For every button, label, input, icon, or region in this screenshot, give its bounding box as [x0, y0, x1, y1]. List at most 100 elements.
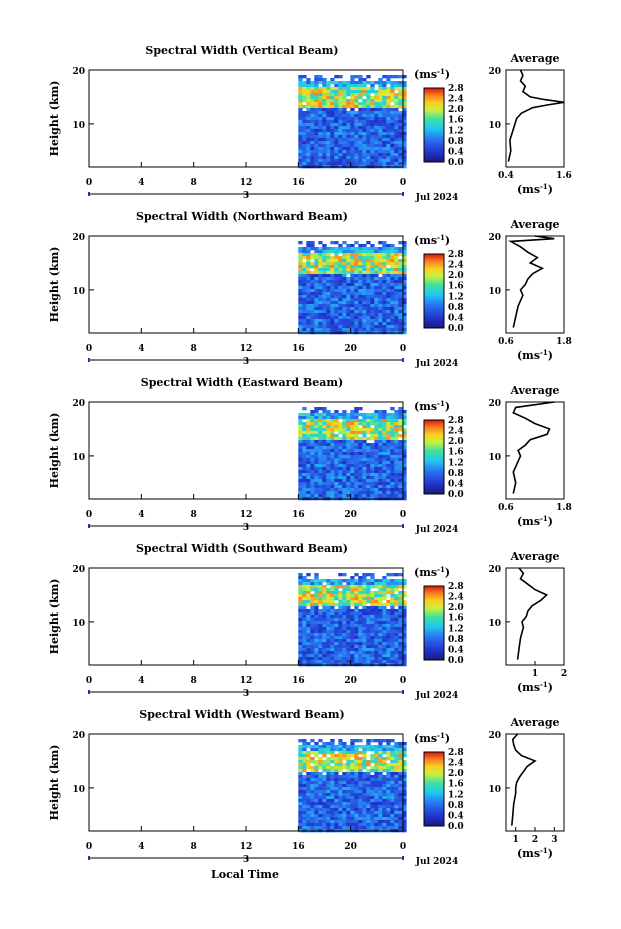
- average-x-tick-label: 3: [551, 835, 557, 845]
- heatmap-cell: [298, 241, 303, 245]
- heatmap-cell: [402, 247, 407, 251]
- heatmap-cell: [330, 159, 335, 163]
- heatmap-cell: [338, 247, 343, 251]
- heatmap-cell: [386, 138, 391, 142]
- heatmap-cell: [374, 81, 379, 85]
- heatmap-cell: [338, 440, 343, 444]
- heatmap-cell: [318, 657, 323, 661]
- heatmap-cell: [398, 476, 403, 480]
- heatmap-cell: [346, 651, 351, 655]
- heatmap-cell: [386, 573, 391, 577]
- heatmap-cell: [362, 307, 367, 311]
- heatmap-cell: [374, 298, 379, 302]
- heatmap-cell: [362, 434, 367, 438]
- heatmap-cell: [398, 162, 403, 166]
- heatmap-cell: [306, 591, 311, 595]
- heatmap-cell: [378, 319, 383, 323]
- average-y-tick-label: 20: [488, 565, 501, 575]
- heatmap-cell: [342, 775, 347, 779]
- heatmap-cell: [358, 775, 363, 779]
- heatmap-cell: [314, 313, 319, 317]
- heatmap-cell: [398, 105, 403, 109]
- heatmap-cell: [322, 494, 327, 498]
- heatmap-cell: [398, 766, 403, 770]
- heatmap-cell: [382, 431, 387, 435]
- heatmap-cell: [330, 144, 335, 148]
- heatmap-cell: [378, 796, 383, 800]
- heatmap-cell: [314, 817, 319, 821]
- heatmap-cell: [366, 304, 371, 308]
- heatmap-cell: [378, 105, 383, 109]
- heatmap-cell: [314, 766, 319, 770]
- heatmap-cell: [338, 458, 343, 462]
- heatmap-cell: [346, 425, 351, 429]
- heatmap-cell: [394, 156, 399, 160]
- heatmap-cell: [298, 630, 303, 634]
- heatmap-cell: [390, 99, 395, 103]
- panel-3: Spectral Width (Eastward Beam)2010Height…: [48, 376, 572, 535]
- heatmap-cell: [358, 322, 363, 326]
- heatmap-cell: [302, 739, 307, 743]
- heatmap-cell: [386, 636, 391, 640]
- heatmap-cell: [338, 573, 343, 577]
- heatmap-cell: [326, 458, 331, 462]
- heatmap-cell: [330, 283, 335, 287]
- heatmap-cell: [358, 479, 363, 483]
- heatmap-cell: [298, 256, 303, 260]
- heatmap-cell: [390, 325, 395, 329]
- heatmap-cell: [378, 120, 383, 124]
- heatmap-cell: [318, 268, 323, 272]
- heatmap-cell: [318, 310, 323, 314]
- heatmap-cell: [354, 313, 359, 317]
- heatmap-cell: [362, 823, 367, 827]
- heatmap-cell: [358, 126, 363, 130]
- heatmap-cell: [382, 419, 387, 423]
- x-tick-label: 12: [240, 510, 253, 520]
- heatmap-cell: [394, 802, 399, 806]
- heatmap-cell: [374, 615, 379, 619]
- heatmap-cell: [326, 111, 331, 115]
- heatmap-cell: [350, 256, 355, 260]
- heatmap-cell: [358, 440, 363, 444]
- heatmap-cell: [346, 597, 351, 601]
- heatmap-cell: [318, 654, 323, 658]
- heatmap-cell: [366, 621, 371, 625]
- heatmap-cell: [338, 153, 343, 157]
- heatmap-cell: [350, 99, 355, 103]
- heatmap-cell: [338, 485, 343, 489]
- heatmap-cell: [330, 642, 335, 646]
- heatmap-cell: [354, 660, 359, 664]
- heatmap-cell: [314, 600, 319, 604]
- heatmap-cell: [398, 494, 403, 498]
- heatmap-cell: [334, 585, 339, 589]
- heatmap-cell: [374, 247, 379, 251]
- heatmap-cell: [346, 295, 351, 299]
- heatmap-cell: [398, 769, 403, 773]
- heatmap-cell: [378, 624, 383, 628]
- heatmap-cell: [314, 431, 319, 435]
- average-x-tick-label: 0.6: [498, 337, 514, 347]
- heatmap-cell: [398, 123, 403, 127]
- heatmap-cell: [390, 811, 395, 815]
- heatmap-cell: [370, 754, 375, 758]
- heatmap-cell: [298, 485, 303, 489]
- heatmap-cell: [358, 814, 363, 818]
- heatmap-cell: [346, 316, 351, 320]
- heatmap-cell: [298, 618, 303, 622]
- heatmap-cell: [298, 600, 303, 604]
- heatmap-cell: [318, 660, 323, 664]
- heatmap-cell: [310, 141, 315, 145]
- heatmap-cell: [398, 772, 403, 776]
- heatmap-cell: [366, 108, 371, 112]
- heatmap-cell: [394, 461, 399, 465]
- heatmap-cell: [326, 135, 331, 139]
- heatmap-cell: [398, 479, 403, 483]
- heatmap-cell: [350, 826, 355, 830]
- heatmap-cell: [358, 268, 363, 272]
- heatmap-cell: [370, 313, 375, 317]
- heatmap-cell: [354, 407, 359, 411]
- heatmap-cell: [370, 805, 375, 809]
- heatmap-cell: [390, 256, 395, 260]
- heatmap-cell: [330, 250, 335, 254]
- heatmap-cell: [318, 265, 323, 269]
